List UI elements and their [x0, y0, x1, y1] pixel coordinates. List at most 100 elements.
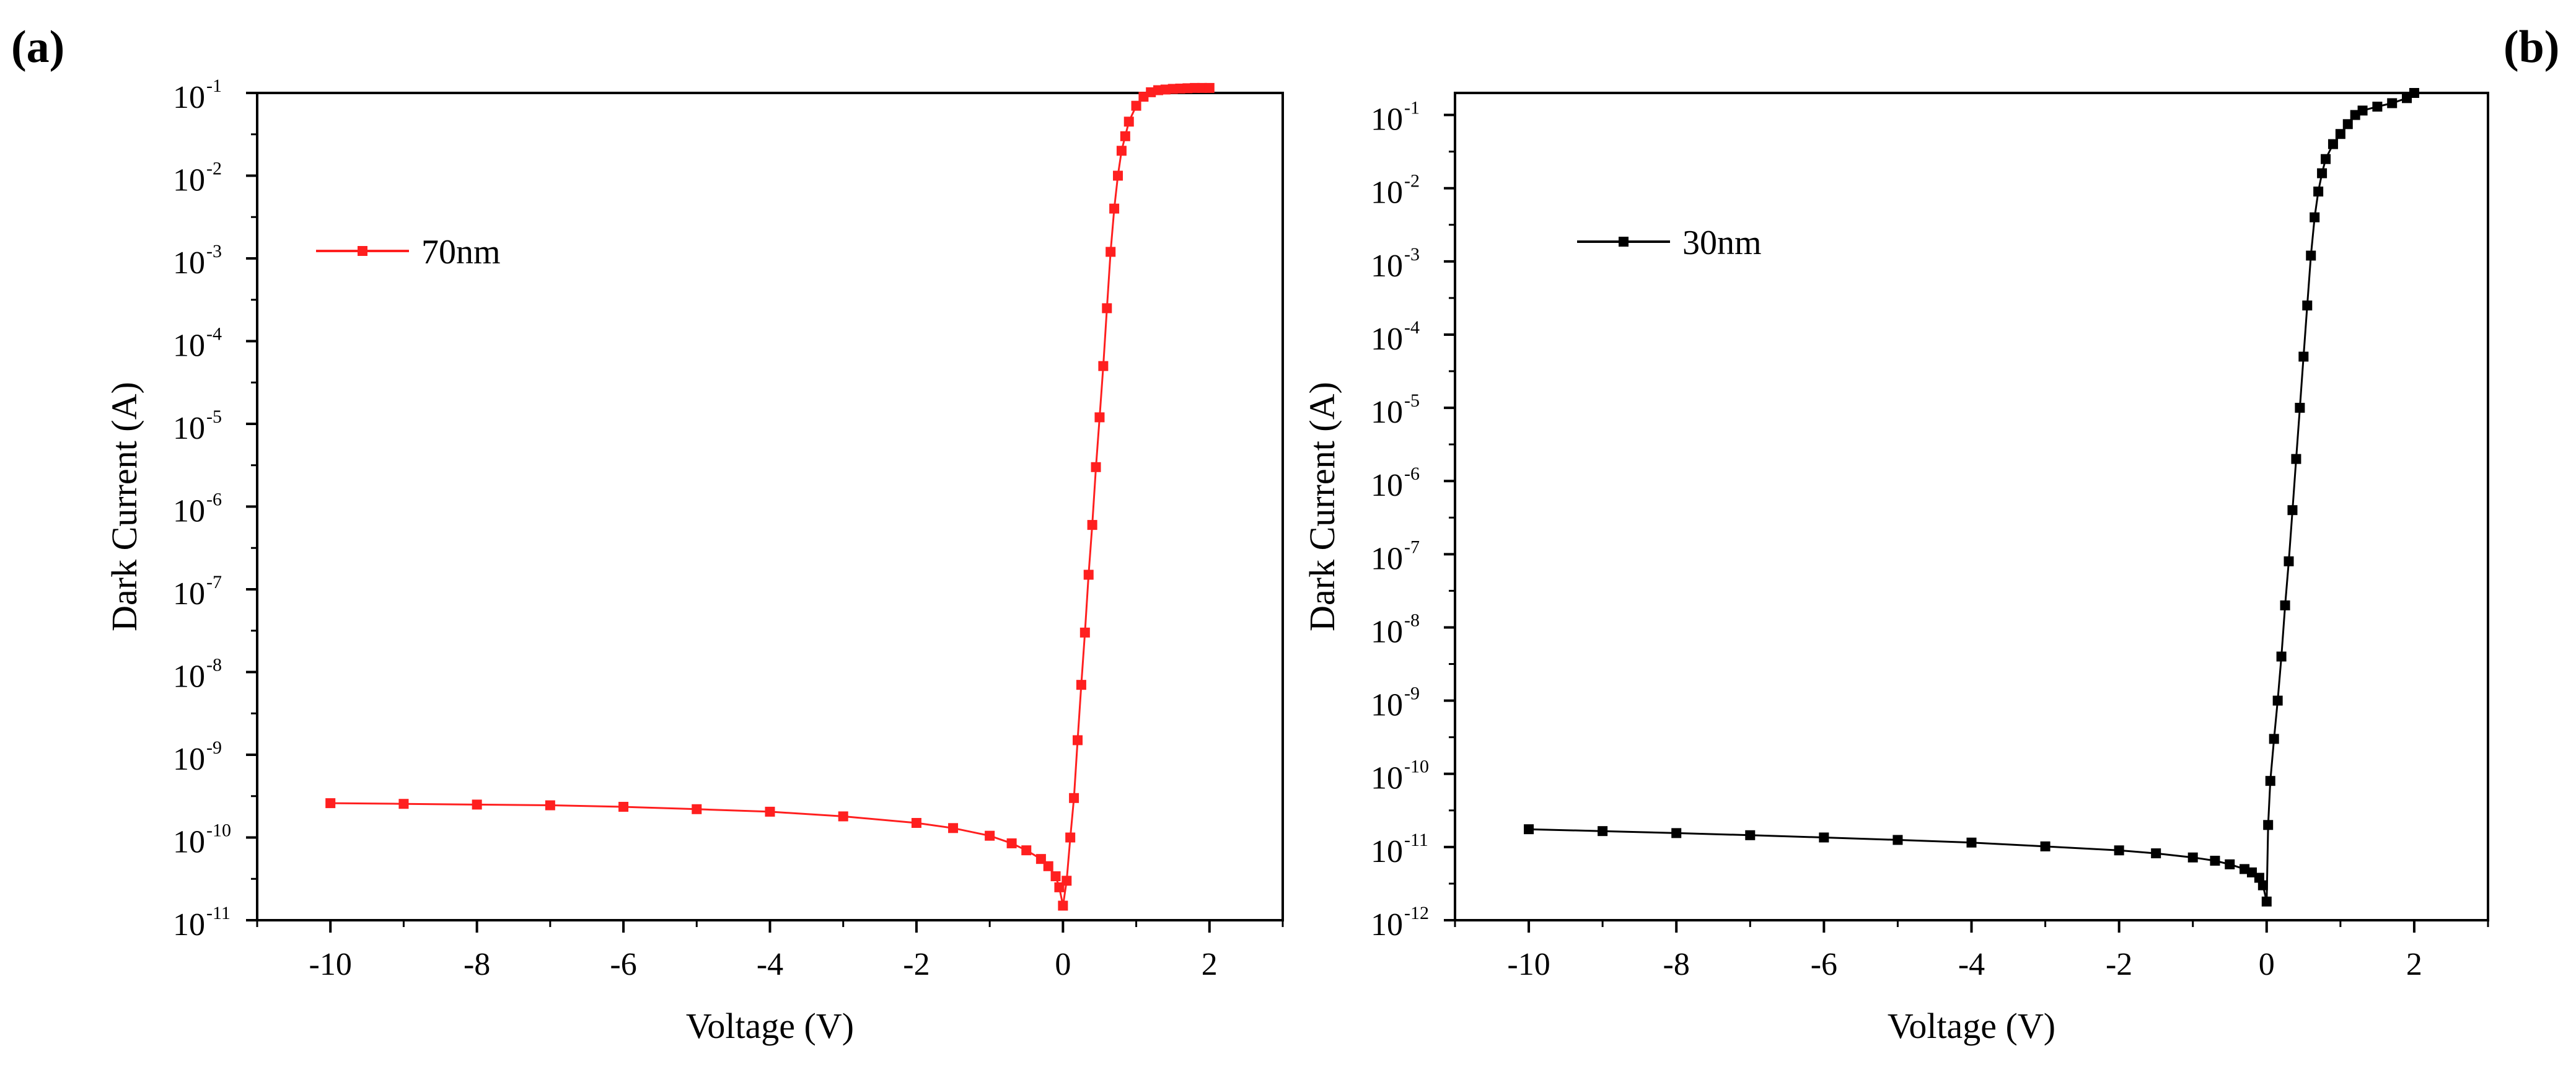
data-point: [2269, 734, 2279, 744]
y-tick-label: 10: [1371, 907, 1403, 943]
y-tick-exponent: -7: [206, 572, 222, 592]
y-tick-label: 10: [1371, 614, 1403, 649]
data-point: [2409, 88, 2419, 98]
x-tick-label: 2: [2406, 947, 2422, 982]
data-point: [1966, 837, 1977, 848]
data-point: [1819, 832, 1829, 843]
y-tick-label: 10: [173, 163, 205, 198]
data-point: [1021, 845, 1032, 856]
data-point: [2040, 841, 2051, 851]
data-point: [2265, 776, 2275, 786]
y-tick-exponent: -12: [1404, 903, 1429, 923]
data-point: [545, 800, 555, 811]
data-point: [2317, 168, 2328, 178]
y-tick-label: 10: [1371, 395, 1403, 430]
x-tick-label: 0: [2259, 947, 2275, 982]
y-tick-label: 10: [1371, 102, 1403, 138]
data-point: [618, 801, 629, 812]
data-point: [765, 806, 775, 817]
data-point: [948, 823, 959, 833]
panel-a: (a) 10-1110-1010-910-810-710-610-510-410…: [11, 22, 1284, 1046]
data-point: [1076, 680, 1086, 690]
y-tick-exponent: -6: [1404, 464, 1420, 484]
data-point: [1006, 838, 1017, 848]
y-tick-label: 10: [173, 245, 205, 281]
data-point: [2272, 695, 2283, 706]
y-tick-exponent: -2: [1404, 171, 1420, 191]
data-point: [2151, 848, 2161, 859]
data-point: [1079, 627, 1090, 638]
data-point: [1109, 203, 1120, 214]
data-point: [1123, 116, 1134, 127]
panel-b-plot-frame: [1454, 92, 2489, 921]
y-tick-label: 10: [1371, 175, 1403, 211]
data-point: [1094, 412, 1105, 423]
y-tick-label: 10: [1371, 834, 1403, 869]
panel-b-x-ticks: -10 -8 -6 -4 -2 0 2: [1454, 920, 2489, 982]
x-tick-label: -2: [903, 947, 930, 982]
data-point: [2284, 556, 2294, 566]
data-point: [1050, 871, 1061, 882]
data-point: [2306, 250, 2316, 261]
panel-a-legend-marker: [358, 246, 367, 256]
data-point: [1106, 247, 1116, 257]
y-tick-exponent: -11: [206, 903, 231, 923]
y-tick-exponent: -3: [206, 241, 222, 262]
data-point: [398, 799, 409, 809]
data-point: [472, 799, 482, 810]
data-point: [2225, 859, 2235, 869]
data-point: [2287, 505, 2298, 516]
x-tick-label: -8: [464, 947, 490, 982]
panel-b-legend-marker: [1619, 237, 1629, 247]
data-point: [2114, 845, 2124, 856]
panel-a-series-points: [325, 82, 1215, 911]
data-point: [2372, 102, 2383, 112]
x-tick-label: -6: [610, 947, 636, 982]
data-point: [1098, 361, 1109, 371]
y-tick-label: 10: [173, 659, 205, 695]
data-point: [838, 811, 848, 822]
data-point: [911, 817, 921, 828]
y-tick-exponent: -8: [1404, 610, 1420, 630]
data-point: [1091, 462, 1101, 472]
panel-b-legend-label: 30nm: [1682, 224, 1762, 262]
x-tick-label: -6: [1811, 947, 1837, 982]
data-point: [1065, 832, 1076, 843]
data-point: [2187, 852, 2198, 863]
data-point: [2321, 154, 2331, 164]
data-point: [1598, 826, 1608, 837]
y-tick-exponent: -8: [206, 655, 222, 675]
x-tick-label: -10: [1507, 947, 1550, 982]
data-point: [1083, 569, 1094, 580]
panel-a-legend: 70nm: [316, 233, 501, 271]
y-tick-label: 10: [1371, 248, 1403, 284]
data-point: [1892, 835, 1903, 845]
data-point: [1204, 82, 1215, 93]
x-tick-label: 2: [1202, 947, 1218, 982]
data-point: [1058, 900, 1068, 911]
data-point: [2291, 454, 2301, 464]
panel-a-x-axis-title: Voltage (V): [686, 1006, 854, 1046]
data-point: [985, 830, 995, 841]
y-tick-label: 10: [173, 907, 205, 943]
data-point: [1043, 861, 1053, 871]
data-point: [2387, 98, 2398, 108]
x-tick-label: -2: [2106, 947, 2132, 982]
y-tick-label: 10: [1371, 761, 1403, 796]
y-tick-exponent: -3: [1404, 244, 1420, 265]
y-tick-exponent: -1: [206, 76, 222, 96]
y-tick-label: 10: [173, 576, 205, 612]
data-point: [1062, 876, 1072, 886]
y-tick-label: 10: [1371, 541, 1403, 576]
y-tick-exponent: -11: [1404, 830, 1428, 850]
data-point: [1073, 735, 1083, 745]
x-tick-label: -4: [757, 947, 783, 982]
data-point: [2342, 119, 2353, 130]
data-point: [2295, 403, 2305, 413]
data-point: [1113, 170, 1123, 181]
y-tick-exponent: -4: [1404, 317, 1420, 338]
panel-a-label: (a): [11, 22, 64, 73]
y-tick-exponent: -10: [206, 820, 231, 841]
